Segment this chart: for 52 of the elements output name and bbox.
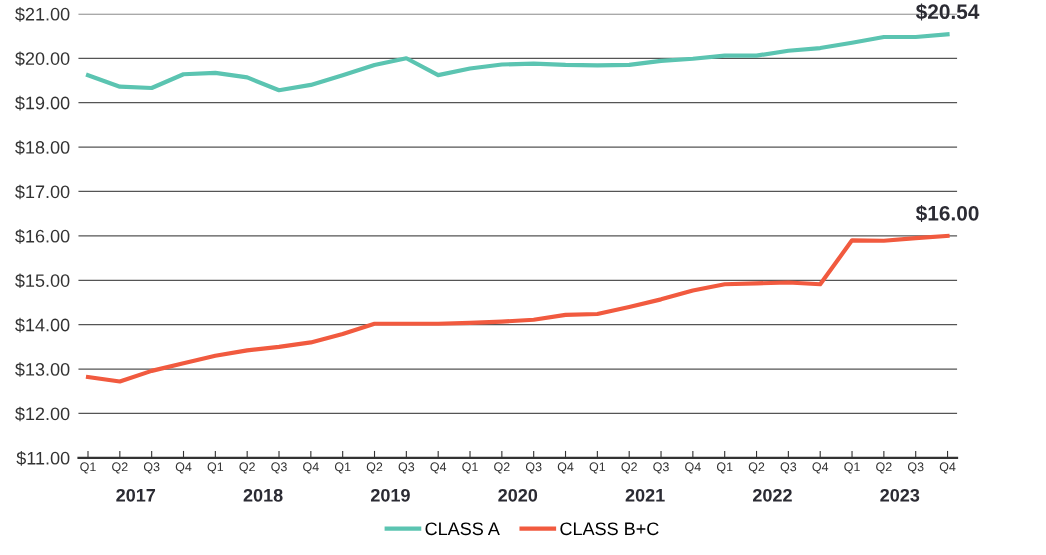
y-tick-label: $16.00 bbox=[15, 229, 70, 244]
data-label: $16.00 bbox=[915, 204, 979, 222]
x-tick-label: Q4 bbox=[303, 462, 319, 474]
x-tick-label: Q4 bbox=[557, 462, 574, 474]
y-tick-label: $12.00 bbox=[15, 406, 70, 422]
x-tick-label: Q4 bbox=[685, 462, 701, 474]
y-tick-label: $18.00 bbox=[15, 140, 70, 155]
line-series bbox=[85, 32, 950, 93]
y-tick-label: $15.00 bbox=[15, 273, 70, 289]
x-tick-label: Q2 bbox=[748, 462, 765, 474]
x-tick-label: Q2 bbox=[112, 462, 128, 474]
data-label: $20.54 bbox=[915, 3, 980, 21]
x-tick-label: Q3 bbox=[525, 462, 542, 474]
text: 2021 bbox=[625, 488, 665, 502]
text: 2023 bbox=[880, 488, 920, 502]
legend-label: CLASS B+C bbox=[560, 522, 659, 536]
x-tick-label: Q1 bbox=[589, 462, 606, 474]
x-tick-label: Q1 bbox=[80, 462, 96, 474]
x-tick-label: Q3 bbox=[780, 462, 797, 474]
y-tick-label: $19.00 bbox=[15, 95, 70, 111]
text: 2020 bbox=[498, 488, 538, 502]
x-tick-label: Q3 bbox=[398, 462, 415, 474]
line-series bbox=[85, 233, 950, 384]
x-tick-label: Q4 bbox=[430, 462, 447, 474]
text: 2018 bbox=[243, 488, 283, 502]
y-tick-label: $14.00 bbox=[15, 317, 70, 333]
text: 2022 bbox=[752, 488, 792, 502]
legend-label: CLASS A bbox=[425, 522, 500, 536]
x-tick-label: Q1 bbox=[844, 462, 860, 474]
y-tick-label: $20.00 bbox=[15, 51, 70, 67]
x-tick-label: Q4 bbox=[175, 462, 192, 474]
text: 2017 bbox=[116, 488, 156, 502]
x-tick-label: Q3 bbox=[653, 462, 669, 474]
x-tick-label: Q1 bbox=[716, 462, 733, 474]
y-tick-label: $13.00 bbox=[15, 362, 70, 377]
y-tick-label: $17.00 bbox=[15, 184, 70, 200]
x-tick-label: Q4 bbox=[812, 462, 829, 474]
y-tick-label: $21.00 bbox=[15, 7, 70, 22]
x-tick-label: Q3 bbox=[907, 462, 924, 474]
x-tick-label: Q1 bbox=[207, 462, 224, 474]
y-tick-label: $11.00 bbox=[16, 451, 70, 466]
x-tick-label: Q1 bbox=[462, 462, 478, 474]
x-tick-label: Q1 bbox=[334, 462, 351, 474]
x-tick-label: Q2 bbox=[876, 462, 892, 474]
x-tick-label: Q3 bbox=[271, 462, 287, 474]
x-tick-label: Q2 bbox=[366, 462, 383, 474]
text: 2019 bbox=[370, 488, 410, 502]
x-tick-label: Q3 bbox=[143, 462, 160, 474]
x-tick-label: Q2 bbox=[239, 462, 255, 474]
x-tick-label: Q4 bbox=[939, 462, 956, 474]
x-tick-label: Q2 bbox=[494, 462, 510, 474]
x-tick-label: Q2 bbox=[621, 462, 637, 474]
